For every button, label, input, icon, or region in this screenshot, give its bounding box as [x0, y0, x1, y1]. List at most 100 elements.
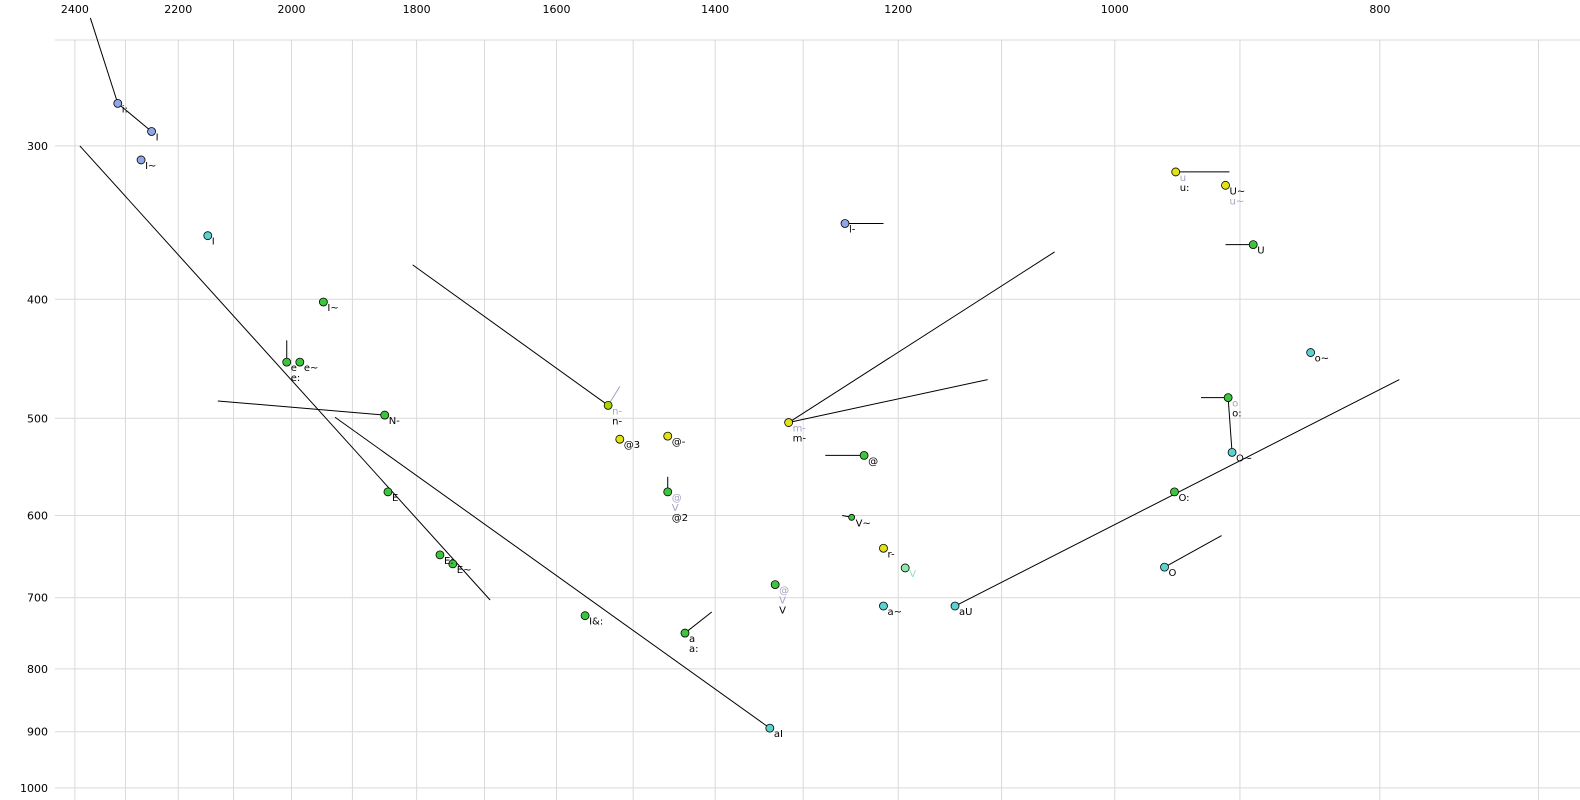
trace-line [1227, 397, 1233, 453]
point-V [770, 580, 780, 590]
y-tick-label: 400 [27, 293, 48, 306]
trace-line [79, 145, 491, 601]
x-tick-label: 1000 [1101, 3, 1129, 16]
point-E [383, 487, 393, 497]
point-label-E-0: E [392, 493, 398, 504]
point-label-U-nasal-0: U~ [1230, 186, 1246, 197]
trace-line [788, 251, 1055, 423]
point-schwa-dash [663, 431, 673, 441]
point-label-a-nasal-0: a~ [887, 607, 902, 618]
point-n- [603, 400, 613, 410]
point-label-m--0: m- [793, 424, 807, 435]
point-label-E-long-0: E: [444, 556, 454, 567]
trace-line [334, 416, 771, 729]
trace-line [217, 400, 385, 416]
point-o-nasal [1306, 348, 1316, 357]
trace-line [412, 264, 609, 406]
point-label-schwa2-2: @2 [672, 513, 688, 524]
axis-tick-labels: 2400 2200 2000 1800 1600 1400 1200 1000 800 300 40… [20, 3, 1390, 795]
point-labels: i:II~II~ee:e~N-EE:E~n-n-@3 @-@V@2l-m-m-@V… [122, 104, 1329, 740]
x-tick-label: 1400 [701, 3, 729, 16]
point-label-schwa2-1: V [672, 503, 679, 514]
point-label-u-long-0: u [1180, 173, 1186, 184]
point-U [1248, 240, 1258, 250]
trace-line [117, 102, 152, 132]
x-tick-label: 2400 [61, 3, 89, 16]
point-a [680, 628, 690, 638]
point-U-nasal [1221, 180, 1230, 190]
point-schwa [859, 450, 869, 460]
point-label-I-nasal-green-0: I~ [327, 303, 338, 314]
point-label-V-0: @ [779, 586, 789, 597]
point-u-long [1171, 167, 1181, 177]
point-I-nasal-blue [136, 155, 146, 165]
point-l- [840, 219, 850, 228]
point-O-nasal [1227, 447, 1237, 457]
y-tick-label: 500 [27, 412, 48, 425]
point-label-e-0: e [291, 363, 297, 374]
point-label-O-nasal-0: O~ [1236, 453, 1252, 464]
point-label-N--0: N- [389, 416, 400, 427]
y-tick-label: 300 [27, 140, 48, 153]
point-V-nasal [848, 513, 856, 521]
point-schwa3 [615, 434, 625, 444]
y-tick-label: 700 [27, 592, 48, 605]
point-I-amp-long [580, 611, 590, 621]
x-tick-label: 1200 [884, 3, 912, 16]
point-label-schwa-0: @ [868, 456, 878, 467]
point-label-U-0: U [1257, 246, 1264, 257]
point-label-I-amp-long-0: I&: [589, 617, 603, 628]
point-e [282, 357, 292, 367]
point-o-long [1223, 393, 1233, 403]
point-label-o-long-1: o: [1232, 409, 1242, 420]
point-E-long [435, 550, 445, 560]
point-m- [784, 418, 794, 427]
point-label-schwa-dash-0: @- [672, 437, 686, 448]
point-E-nasal [448, 559, 458, 569]
point-label-O-0: O [1169, 568, 1177, 579]
point-label-e-nasal-0: e~ [304, 363, 319, 374]
point-label-i-long-0: i: [122, 104, 128, 115]
point-I-cyan [203, 231, 213, 241]
point-label-V-1: V [779, 596, 786, 607]
gridlines [55, 39, 1580, 800]
point-label-aU-0: aU [959, 607, 972, 618]
point-label-I-nasal-blue-0: I~ [145, 161, 156, 172]
point-O [1160, 562, 1169, 572]
point-label-m--1: m- [793, 434, 807, 445]
trace-line [684, 611, 713, 634]
point-aI [765, 723, 775, 733]
trace-line [1164, 535, 1222, 568]
point-r- [879, 543, 888, 553]
point-label-schwa2-0: @ [672, 493, 682, 504]
point-label-U-nasal-1: u~ [1230, 196, 1245, 207]
point-label-I-cyan-0: I [212, 237, 215, 248]
point-O-long [1170, 487, 1179, 497]
point-label-o-long-0: o [1232, 399, 1238, 410]
trace-line [788, 379, 988, 424]
y-tick-label: 900 [27, 726, 48, 739]
point-label-a-1: a: [689, 644, 699, 655]
point-i-long [113, 98, 123, 108]
point-label-I-blue-0: I [156, 132, 159, 143]
point-label-schwa3-0: @3 [624, 440, 640, 451]
point-I-nasal-green [318, 297, 328, 307]
point-I-blue [147, 127, 156, 136]
point-a-nasal [879, 601, 888, 611]
trace-line [89, 17, 119, 104]
point-schwa2 [663, 487, 673, 497]
x-tick-label: 2000 [277, 3, 305, 16]
y-tick-label: 1000 [20, 782, 48, 795]
point-V-pale [900, 563, 910, 573]
point-label-aI-0: aI [774, 729, 783, 740]
point-label-e-1: e: [291, 373, 301, 384]
x-tick-label: 1800 [403, 3, 431, 16]
point-label-V-nasal-0: V~ [856, 518, 871, 529]
point-label-E-nasal-0: E~ [457, 565, 472, 576]
point-label-V-2: V [779, 606, 786, 617]
point-N- [380, 410, 390, 420]
trace-segments [79, 17, 1400, 729]
point-label-a-0: a [689, 634, 695, 645]
